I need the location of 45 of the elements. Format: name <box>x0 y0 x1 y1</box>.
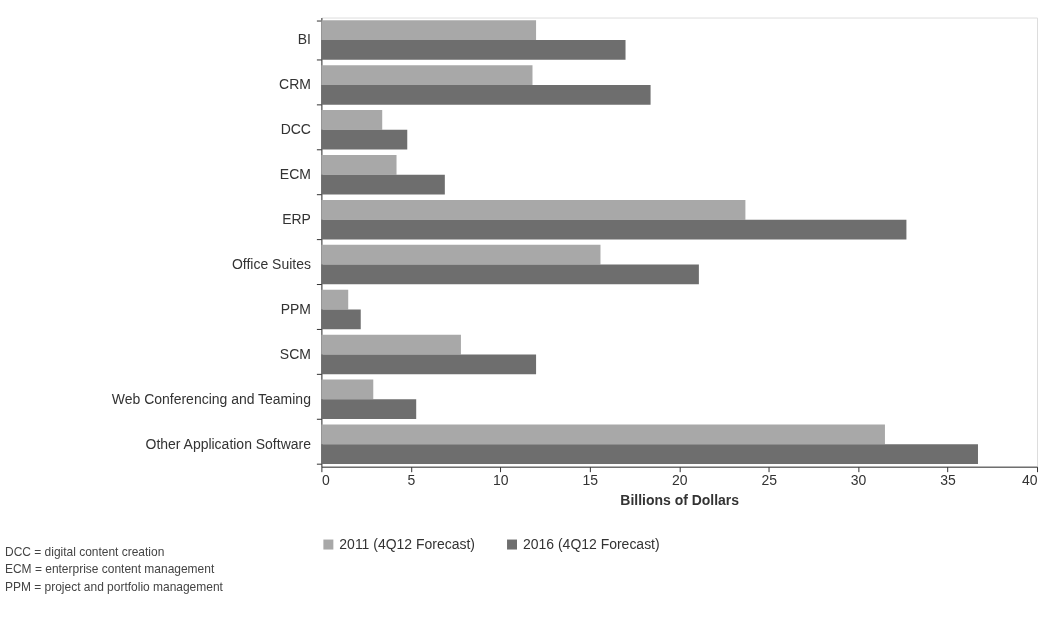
bar <box>321 334 461 355</box>
y-tick-label: Other Application Software <box>145 435 312 452</box>
y-tick-label: SCM <box>279 345 311 362</box>
x-tick-label: 15 <box>582 472 599 489</box>
bar <box>321 354 537 375</box>
bar <box>321 20 537 40</box>
bar <box>321 379 374 400</box>
bar <box>321 65 533 85</box>
bar <box>321 84 651 105</box>
legend-label: 2011 (4Q12 Forecast) <box>339 535 475 552</box>
bar <box>321 289 349 310</box>
y-tick-label: PPM <box>280 300 311 317</box>
bar <box>321 129 408 150</box>
text: DCC = digital content creation <box>4 544 165 559</box>
x-tick-label: 35 <box>940 472 957 489</box>
legend-label: 2016 (4Q12 Forecast) <box>523 535 660 552</box>
bar <box>321 444 978 464</box>
bar <box>321 309 361 330</box>
bar <box>321 110 383 130</box>
x-tick-label: 20 <box>671 472 688 489</box>
x-tick-label: 0 <box>321 472 330 489</box>
text: PPM = project and portfolio management <box>4 580 224 595</box>
y-tick-label: BI <box>297 31 311 48</box>
bar <box>321 264 699 285</box>
y-tick-label: DCC <box>280 121 311 138</box>
bar <box>321 424 885 445</box>
y-tick-label: CRM <box>279 76 311 93</box>
y-tick-label: Office Suites <box>231 256 311 273</box>
y-tick-label: ECM <box>279 166 311 183</box>
y-tick-label: Web Conferencing and Teaming <box>111 390 311 407</box>
bar <box>321 154 397 175</box>
x-tick-label: 40 <box>1021 472 1038 489</box>
text: ECM = enterprise content management <box>4 562 215 577</box>
bar <box>321 399 417 420</box>
bar <box>321 40 626 60</box>
y-tick-label: ERP <box>282 211 311 228</box>
x-tick-label: 5 <box>407 472 416 489</box>
x-tick-label: 25 <box>761 472 778 489</box>
bar <box>321 174 445 195</box>
x-tick-label: 10 <box>493 472 509 489</box>
bar <box>321 219 907 240</box>
x-tick-label: 30 <box>850 472 867 489</box>
x-axis-title: Billions of Dollars <box>620 492 740 509</box>
bar <box>321 199 746 220</box>
bar <box>321 244 601 265</box>
